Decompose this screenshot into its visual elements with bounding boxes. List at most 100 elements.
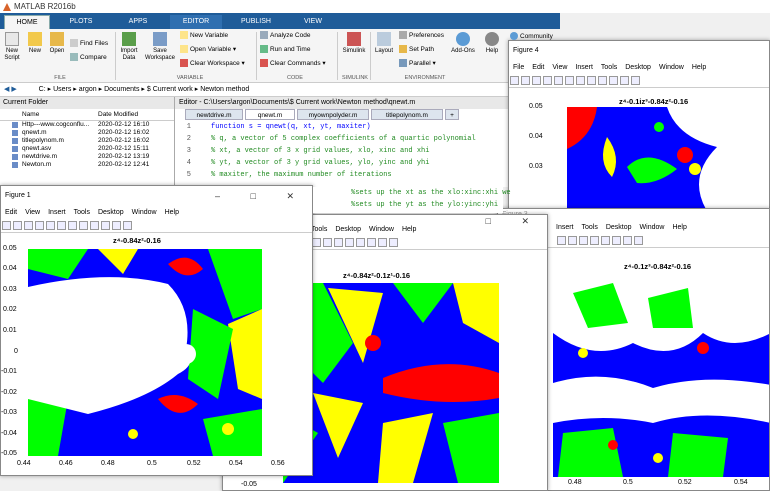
window-controls[interactable]: – □ ✕ — [215, 191, 308, 201]
tab-plots[interactable]: PLOTS — [69, 18, 93, 25]
colorbar-icon[interactable] — [112, 221, 121, 230]
path-segment[interactable]: Newton method — [200, 86, 250, 93]
menu-view[interactable]: View — [25, 209, 41, 216]
tab-editor[interactable]: EDITOR — [170, 15, 222, 29]
zoom-in-icon[interactable] — [557, 236, 566, 245]
tab-apps[interactable]: APPS — [128, 18, 148, 25]
code-area[interactable]: 1 function s = qnewt(q, xt, yt, maxiter) … — [175, 121, 510, 191]
file-row[interactable]: Http---www.cogconflu... 2020-02-12 16:10 — [0, 121, 174, 129]
save-icon[interactable] — [24, 221, 33, 230]
colorbar-icon[interactable] — [620, 76, 629, 85]
menu-help[interactable]: Help — [401, 226, 417, 233]
open-icon[interactable] — [13, 221, 22, 230]
menu-tools[interactable]: Tools — [581, 224, 598, 231]
menu-view[interactable]: View — [552, 64, 568, 71]
pan-icon[interactable] — [68, 221, 77, 230]
save-workspace-button[interactable]: Save Workspace — [144, 32, 176, 62]
file-row[interactable]: qnewt.m 2020-02-12 16:02 — [0, 129, 174, 137]
set-path-button[interactable]: Set Path — [399, 45, 434, 54]
menu-help[interactable]: Help — [672, 224, 687, 231]
brush-icon[interactable] — [367, 238, 376, 247]
menu-help[interactable]: Help — [691, 64, 707, 71]
menu-desktop[interactable]: Desktop — [605, 224, 632, 231]
brush-icon[interactable] — [612, 236, 621, 245]
file-row[interactable]: newtdrive.m 2020-02-12 13:19 — [0, 153, 174, 161]
zoom-out-icon[interactable] — [565, 76, 574, 85]
editor-tab[interactable]: newtdrive.m — [185, 109, 243, 120]
menu-tools[interactable]: Tools — [73, 209, 90, 216]
new-figure-icon[interactable] — [2, 221, 11, 230]
path-segment[interactable]: Users — [53, 86, 72, 93]
colorbar-icon[interactable] — [378, 238, 387, 247]
menu-window[interactable]: Window — [658, 64, 684, 71]
zoom-in-icon[interactable] — [554, 76, 563, 85]
zoom-in-icon[interactable] — [46, 221, 55, 230]
add-ons-button[interactable]: Add-Ons — [450, 32, 476, 55]
tab-home[interactable]: HOME — [4, 15, 50, 29]
menu-insert[interactable]: Insert — [575, 64, 593, 71]
rotate-icon[interactable] — [590, 236, 599, 245]
menu-edit[interactable]: Edit — [532, 64, 545, 71]
menu-window[interactable]: Window — [131, 209, 157, 216]
save-icon[interactable] — [532, 76, 541, 85]
layout-button[interactable]: Layout — [373, 32, 395, 55]
menu-tools[interactable]: Tools — [311, 226, 328, 233]
pan-icon[interactable] — [334, 238, 343, 247]
new-tab-button[interactable]: + — [445, 109, 459, 120]
file-row[interactable]: Newton.m 2020-02-12 12:41 — [0, 161, 174, 169]
path-segment[interactable]: $ Current work — [146, 86, 193, 93]
data-cursor-icon[interactable] — [601, 236, 610, 245]
pan-icon[interactable] — [576, 76, 585, 85]
legend-icon[interactable] — [634, 236, 643, 245]
menu-desktop[interactable]: Desktop — [335, 226, 362, 233]
legend-icon[interactable] — [123, 221, 132, 230]
run-and-time-button[interactable]: Run and Time — [260, 45, 310, 54]
rotate-icon[interactable] — [587, 76, 596, 85]
path-segment[interactable]: argon — [78, 86, 97, 93]
import-data-button[interactable]: Import Data — [118, 32, 140, 62]
menu-tools[interactable]: Tools — [600, 64, 618, 71]
window-controls[interactable]: □ ✕ — [485, 216, 543, 226]
editor-tab[interactable]: myownpolyder.m — [297, 109, 369, 120]
path-segment[interactable]: Documents — [104, 86, 140, 93]
pan-icon[interactable] — [579, 236, 588, 245]
help-button[interactable]: Help — [482, 32, 502, 55]
simulink-button[interactable]: Simulink — [340, 32, 368, 55]
legend-icon[interactable] — [631, 76, 640, 85]
clear-commands-button[interactable]: Clear Commands ▾ — [260, 59, 326, 68]
file-row[interactable]: qnewt.asv 2020-02-12 15:11 — [0, 145, 174, 153]
menu-desktop[interactable]: Desktop — [625, 64, 651, 71]
new-variable-button[interactable]: New Variable — [180, 31, 228, 40]
zoom-out-icon[interactable] — [568, 236, 577, 245]
open-variable-button[interactable]: Open Variable ▾ — [180, 45, 236, 54]
rotate-icon[interactable] — [345, 238, 354, 247]
editor-tab-active[interactable]: qnewt.m — [245, 109, 295, 120]
analyze-code-button[interactable]: Analyze Code — [260, 31, 310, 40]
zoom-in-icon[interactable] — [312, 238, 321, 247]
new-figure-icon[interactable] — [510, 76, 519, 85]
menu-help[interactable]: Help — [164, 209, 179, 216]
col-name[interactable]: Name — [22, 111, 40, 118]
menu-edit[interactable]: Edit — [5, 209, 18, 216]
open-button[interactable]: Open — [48, 32, 66, 55]
brush-icon[interactable] — [609, 76, 618, 85]
menu-window[interactable]: Window — [639, 224, 665, 231]
parallel-button[interactable]: Parallel ▾ — [399, 59, 436, 68]
menu-window[interactable]: Window — [369, 226, 394, 233]
data-cursor-icon[interactable] — [90, 221, 99, 230]
print-icon[interactable] — [35, 221, 44, 230]
col-date[interactable]: Date Modified — [98, 111, 139, 118]
menu-insert[interactable]: Insert — [556, 224, 574, 231]
rotate-icon[interactable] — [79, 221, 88, 230]
new-script-button[interactable]: New Script — [2, 32, 22, 62]
compare-button[interactable]: Compare — [70, 53, 107, 62]
menu-file[interactable]: File — [513, 64, 525, 71]
editor-tab[interactable]: titlepolynom.m — [371, 109, 443, 120]
community-link[interactable]: Community — [510, 32, 553, 41]
brush-icon[interactable] — [101, 221, 110, 230]
menu-insert[interactable]: Insert — [48, 209, 66, 216]
path-segment[interactable]: C: — [38, 86, 46, 93]
menu-desktop[interactable]: Desktop — [97, 209, 124, 216]
new-button[interactable]: New — [26, 32, 44, 55]
find-files-button[interactable]: Find Files — [70, 39, 108, 48]
